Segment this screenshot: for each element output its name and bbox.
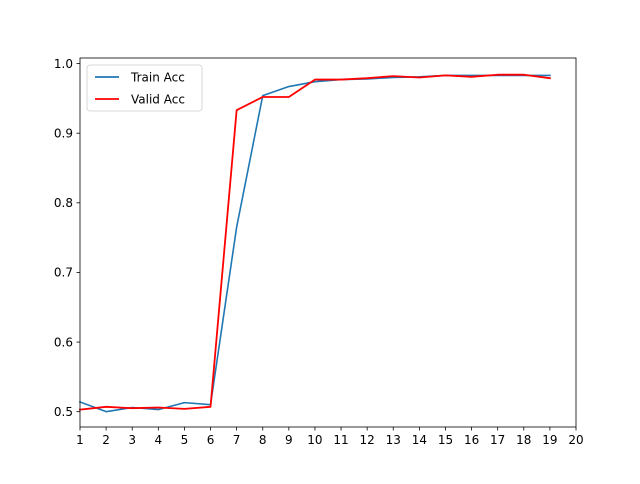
x-tick-label-3: 3 (128, 433, 136, 447)
axes: 1 2 3 4 5 6 7 8 9 10 11 12 13 14 15 16 17 18 19 200.50.60.7… (54, 57, 584, 447)
x-tick-label-1: 1 (76, 433, 84, 447)
x-tick-label-9: 9 (285, 433, 293, 447)
series-line-1 (78, 74, 551, 413)
x-tick-label-15: 15 (438, 433, 453, 447)
legend-label-2: Valid Acc (131, 92, 185, 106)
y-tick-label-3: 0.8 (54, 196, 73, 210)
x-tick-label-16: 16 (464, 433, 479, 447)
x-tick-label-11: 11 (333, 433, 348, 447)
x-tick-label-6: 6 (207, 433, 215, 447)
y-tick-label-4: 0.9 (54, 126, 73, 140)
y-tick-label-1: 0.6 (54, 335, 73, 349)
legend: Train Acc Valid Acc (86, 64, 203, 112)
series-line-2 (79, 73, 551, 411)
y-tick-label-5: 1.0 (54, 57, 73, 71)
x-tick-label-10: 10 (307, 433, 322, 447)
x-tick-label-20: 20 (568, 433, 583, 447)
x-tick-label-12: 12 (360, 433, 375, 447)
y-tick-label-2: 0.7 (54, 266, 73, 280)
x-tick-label-14: 14 (412, 433, 427, 447)
x-tick-label-5: 5 (181, 433, 189, 447)
x-tick-label-2: 2 (102, 433, 110, 447)
x-tick-label-18: 18 (516, 433, 531, 447)
plot-frame (79, 57, 577, 428)
x-tick-label-13: 13 (386, 433, 401, 447)
legend-label-1: Train Acc (130, 70, 185, 84)
x-tick-label-8: 8 (259, 433, 267, 447)
x-tick-label-4: 4 (154, 433, 162, 447)
x-tick-label-19: 19 (542, 433, 557, 447)
x-tick-label-7: 7 (233, 433, 241, 447)
y-tick-label-0: 0.5 (54, 405, 73, 419)
x-tick-label-17: 17 (490, 433, 505, 447)
series-lines (78, 73, 551, 413)
